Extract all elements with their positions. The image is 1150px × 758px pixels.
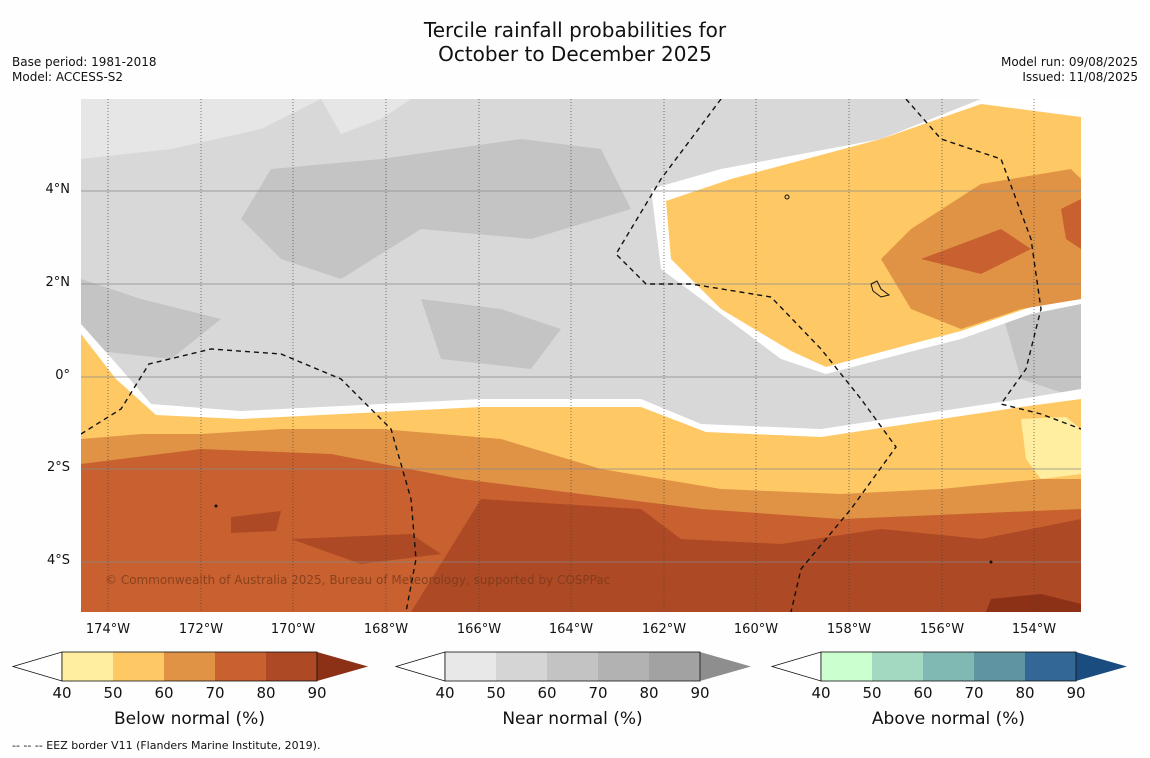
swatch-near-50-60 bbox=[496, 652, 547, 681]
grey-patch-east bbox=[1001, 299, 1081, 399]
lat-label-equator: 0° bbox=[55, 368, 70, 383]
colorbar-near-title: Near normal (%) bbox=[502, 709, 643, 729]
swatch-near-60-70 bbox=[547, 652, 598, 681]
swatch-below-80-90 bbox=[266, 652, 317, 681]
colorbar-above-normal-swatches bbox=[770, 651, 1127, 682]
model-run: Model run: 09/08/2025 bbox=[1000, 55, 1138, 69]
base-period: Base period: 1981-2018 bbox=[12, 55, 157, 69]
tick-above-80: 80 bbox=[1015, 684, 1035, 702]
tick-above-40: 40 bbox=[811, 684, 831, 702]
colorbar-above-normal: 40 50 60 70 80 90 Above normal (%) bbox=[770, 651, 1129, 729]
below-normal-40-50-patch bbox=[1021, 417, 1081, 479]
colorbar-near-frame bbox=[444, 651, 701, 682]
swatch-near-70-80 bbox=[598, 652, 649, 681]
swatch-below-40-50 bbox=[62, 652, 113, 681]
tick-below-80: 80 bbox=[256, 684, 276, 702]
below-normal-80-90-south bbox=[411, 499, 1081, 612]
model-name: Model: ACCESS-S2 bbox=[12, 70, 124, 84]
lon-label-170w: 170°W bbox=[270, 622, 316, 637]
lat-label-4s: 4°S bbox=[46, 553, 70, 568]
rainfall-probability-map: © Commonwealth of Australia 2025, Bureau… bbox=[81, 99, 1081, 612]
issued-date: Issued: 11/08/2025 bbox=[1022, 70, 1138, 84]
chart-title: Tercile rainfall probabilities for Octob… bbox=[0, 18, 1150, 66]
tick-below-70: 70 bbox=[205, 684, 225, 702]
lon-label-162w: 162°W bbox=[641, 622, 687, 637]
island-dot-a bbox=[784, 194, 790, 200]
meta-right: Model run: 09/08/2025 Issued: 11/08/2025 bbox=[1001, 55, 1138, 85]
lon-label-156w: 156°W bbox=[919, 622, 965, 637]
lat-label-4n: 4°N bbox=[45, 182, 71, 197]
colorbar-near-normal: 40 50 60 70 80 90 Near normal (%) bbox=[394, 651, 753, 729]
title-line-1: Tercile rainfall probabilities for bbox=[423, 18, 727, 42]
colorbar-below-frame bbox=[61, 651, 318, 682]
tick-above-50: 50 bbox=[862, 684, 882, 702]
eez-footnote: -- -- -- EEZ border V11 (Flanders Marine… bbox=[12, 739, 321, 752]
light-grey-patch-n bbox=[321, 99, 411, 134]
island-dot-c bbox=[989, 560, 993, 564]
below-normal-70-80-east-edge bbox=[1061, 199, 1081, 249]
lon-label-154w: 154°W bbox=[1011, 622, 1057, 637]
tick-near-90: 90 bbox=[690, 684, 710, 702]
tick-near-50: 50 bbox=[486, 684, 506, 702]
eez-border-west bbox=[81, 348, 417, 612]
colorbar-below-normal-swatches bbox=[11, 651, 368, 682]
below-normal-70-80-northeast bbox=[921, 229, 1031, 274]
swatch-near-80-90 bbox=[649, 652, 700, 681]
colorbar-below-title: Below normal (%) bbox=[114, 709, 265, 729]
tick-below-60: 60 bbox=[154, 684, 174, 702]
tick-near-60: 60 bbox=[537, 684, 557, 702]
lon-label-160w: 160°W bbox=[733, 622, 779, 637]
swatch-near-40-50 bbox=[445, 652, 496, 681]
lon-label-174w: 174°W bbox=[85, 622, 131, 637]
grey-patch-west bbox=[81, 279, 221, 359]
colorbar-above-frame bbox=[820, 651, 1077, 682]
lon-label-168w: 168°W bbox=[363, 622, 409, 637]
title-line-2: October to December 2025 bbox=[438, 42, 712, 66]
eez-border-central bbox=[615, 99, 897, 612]
copyright-text: © Commonwealth of Australia 2025, Bureau… bbox=[105, 573, 610, 587]
tick-near-40: 40 bbox=[435, 684, 455, 702]
colorbar-below-normal: 40 50 60 70 80 90 Below normal (%) bbox=[11, 651, 370, 729]
swatch-above-40-50 bbox=[821, 652, 872, 681]
tick-near-80: 80 bbox=[639, 684, 659, 702]
swatch-above-under-40 bbox=[770, 651, 822, 682]
swatch-below-over-90 bbox=[317, 652, 368, 681]
grey-patch-center bbox=[421, 299, 561, 369]
lat-label-2n: 2°N bbox=[45, 275, 71, 290]
island-outline bbox=[870, 280, 891, 298]
swatch-above-60-70 bbox=[923, 652, 974, 681]
colorbar-above-title: Above normal (%) bbox=[871, 709, 1026, 729]
colorbar-near-normal-swatches bbox=[394, 651, 751, 682]
lon-label-158w: 158°W bbox=[826, 622, 872, 637]
lon-label-172w: 172°W bbox=[178, 622, 224, 637]
grey-patch-central bbox=[241, 139, 631, 279]
lon-label-164w: 164°W bbox=[548, 622, 594, 637]
tick-below-50: 50 bbox=[103, 684, 123, 702]
swatch-below-under-40 bbox=[11, 651, 63, 682]
tick-near-70: 70 bbox=[588, 684, 608, 702]
tick-below-90: 90 bbox=[307, 684, 327, 702]
swatch-near-under-40 bbox=[394, 651, 446, 682]
tick-above-70: 70 bbox=[964, 684, 984, 702]
island-dot-b bbox=[214, 504, 218, 508]
swatch-above-70-80 bbox=[974, 652, 1025, 681]
swatch-below-60-70 bbox=[164, 652, 215, 681]
lat-label-2s: 2°S bbox=[46, 460, 70, 475]
below-normal-80-90-patch-b bbox=[291, 534, 441, 564]
meta-left: Base period: 1981-2018 Model: ACCESS-S2 bbox=[12, 55, 157, 85]
tick-above-90: 90 bbox=[1066, 684, 1086, 702]
tick-below-40: 40 bbox=[52, 684, 72, 702]
tick-above-60: 60 bbox=[913, 684, 933, 702]
swatch-above-50-60 bbox=[872, 652, 923, 681]
swatch-below-70-80 bbox=[215, 652, 266, 681]
below-normal-90-plus-patch bbox=[986, 594, 1081, 612]
eez-border-east bbox=[905, 99, 1081, 430]
swatch-near-over-90 bbox=[700, 652, 751, 681]
below-normal-80-90-patch-a bbox=[231, 511, 281, 533]
swatch-above-80-90 bbox=[1025, 652, 1076, 681]
swatch-above-over-90 bbox=[1076, 652, 1127, 681]
swatch-below-50-60 bbox=[113, 652, 164, 681]
lon-label-166w: 166°W bbox=[456, 622, 502, 637]
